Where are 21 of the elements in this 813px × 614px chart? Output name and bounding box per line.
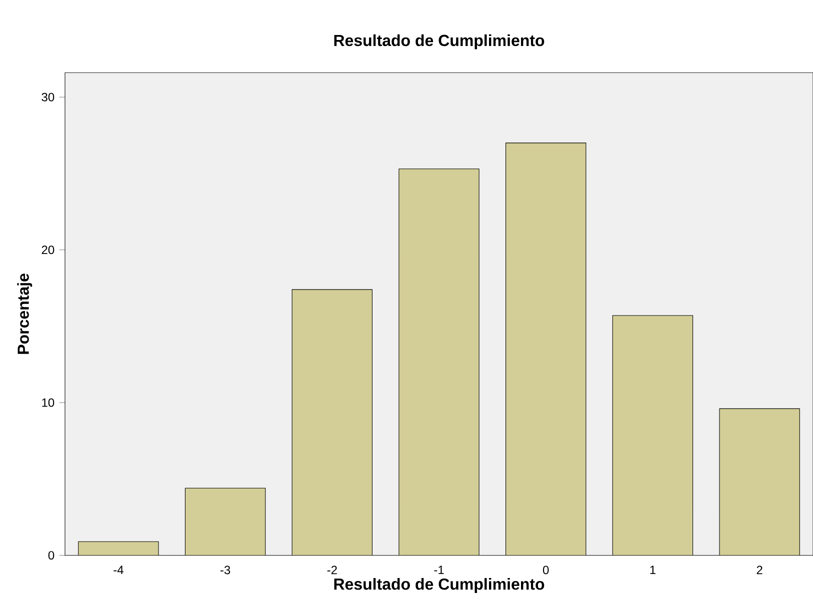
bar [398,168,480,556]
y-tick-label: 30 [42,92,54,102]
bar [292,289,372,556]
y-tick-label: 10 [42,398,54,407]
x-tick-label: 1 [650,566,656,574]
bar [506,142,586,556]
x-tick-label: -4 [114,566,124,574]
y-tick-label: 0 [48,551,54,560]
bar [719,408,800,556]
bar [78,541,159,556]
x-tick-label: -2 [327,566,337,574]
y-tick-label: 20 [42,246,54,254]
x-tick-label: -3 [220,566,230,574]
bar [184,488,266,556]
y-axis-title: Porcentaje [17,274,32,354]
bar [612,315,694,556]
x-axis-title: Resultado de Cumplimiento [334,578,544,593]
x-tick-label: 2 [756,566,762,574]
chart-title: Resultado de Cumplimiento [334,34,544,50]
x-tick-label: 0 [542,566,549,574]
x-tick-label: -1 [434,566,444,574]
